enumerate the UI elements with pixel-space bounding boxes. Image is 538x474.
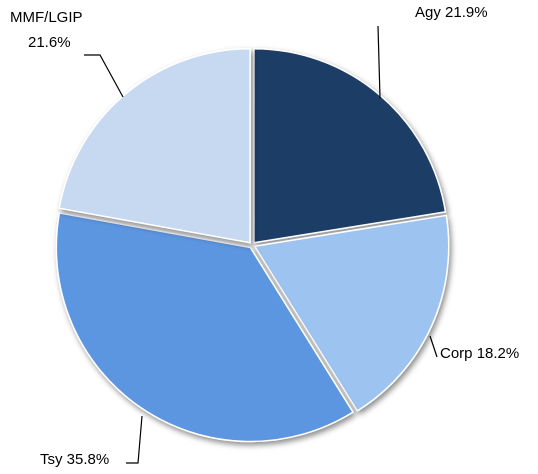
data-label: Corp 18.2% xyxy=(440,345,519,362)
label-value: 21.6% xyxy=(28,34,71,51)
label-value: 35.8% xyxy=(67,451,110,468)
slice xyxy=(55,212,354,443)
label-value: 21.9% xyxy=(445,4,488,21)
data-label: Tsy 35.8% xyxy=(40,451,109,468)
data-label: Agy 21.9% xyxy=(415,4,488,21)
data-label: MMF/LGIP xyxy=(10,9,83,26)
label-name: Agy xyxy=(415,4,441,21)
data-label: 21.6% xyxy=(28,34,71,51)
pie xyxy=(55,47,450,443)
leader-line xyxy=(429,335,438,358)
slice xyxy=(253,47,447,244)
label-name: Corp xyxy=(440,345,473,362)
leader-line xyxy=(126,415,143,464)
leader-line xyxy=(377,25,381,99)
slice xyxy=(253,214,450,412)
slice xyxy=(58,47,251,244)
label-name: MMF/LGIP xyxy=(10,9,83,26)
labels: Agy 21.9% Corp 18.2% Tsy 35.8% MMF/LGIP 21.6… xyxy=(10,4,519,468)
label-name: Tsy xyxy=(40,451,63,468)
label-value: 18.2% xyxy=(477,345,520,362)
leader-line xyxy=(84,54,124,98)
